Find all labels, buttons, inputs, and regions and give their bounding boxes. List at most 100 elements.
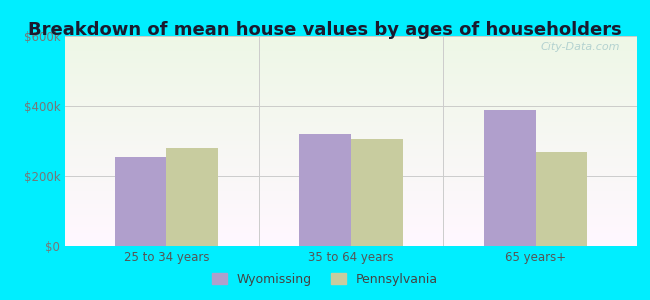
Bar xyxy=(65,110,637,112)
Bar xyxy=(65,107,637,110)
Bar xyxy=(65,158,637,160)
Bar xyxy=(65,103,637,105)
Bar xyxy=(536,152,587,246)
Bar xyxy=(65,196,637,198)
Bar xyxy=(65,116,637,118)
Bar xyxy=(65,80,637,82)
Bar xyxy=(65,233,637,236)
Bar xyxy=(65,53,637,55)
Bar xyxy=(65,177,637,179)
Bar xyxy=(65,149,637,152)
Bar xyxy=(65,38,637,40)
Bar xyxy=(65,152,637,154)
Bar xyxy=(65,170,637,172)
Bar xyxy=(166,148,218,246)
Bar xyxy=(65,229,637,231)
Bar xyxy=(65,65,637,68)
Bar xyxy=(65,42,637,44)
Bar xyxy=(65,183,637,185)
Text: City-Data.com: City-Data.com xyxy=(540,42,620,52)
Bar xyxy=(65,198,637,200)
Bar xyxy=(65,105,637,107)
Bar xyxy=(65,206,637,208)
Bar xyxy=(65,185,637,187)
Bar xyxy=(65,162,637,164)
Bar xyxy=(65,70,637,72)
Bar xyxy=(65,88,637,91)
Bar xyxy=(65,139,637,141)
Bar xyxy=(65,51,637,53)
Bar xyxy=(65,49,637,51)
Bar xyxy=(65,181,637,183)
Bar xyxy=(65,223,637,225)
Bar xyxy=(65,154,637,156)
Bar xyxy=(65,95,637,97)
Bar xyxy=(65,166,637,168)
Bar xyxy=(65,194,637,196)
Bar xyxy=(65,122,637,124)
Bar xyxy=(65,135,637,137)
Bar xyxy=(65,55,637,57)
Bar xyxy=(65,59,637,61)
Bar xyxy=(65,72,637,74)
Bar xyxy=(65,97,637,99)
Bar xyxy=(65,210,637,212)
Bar xyxy=(65,78,637,80)
Bar xyxy=(65,219,637,221)
Bar xyxy=(65,244,637,246)
Bar xyxy=(65,156,637,158)
Bar xyxy=(65,82,637,84)
Bar xyxy=(484,110,536,246)
Bar xyxy=(65,168,637,170)
Bar xyxy=(65,124,637,126)
Bar xyxy=(65,208,637,210)
Bar xyxy=(65,93,637,95)
Bar xyxy=(65,128,637,130)
Bar xyxy=(65,74,637,76)
Bar xyxy=(65,130,637,133)
Bar xyxy=(65,101,637,103)
Bar xyxy=(65,137,637,139)
Bar xyxy=(65,76,637,78)
Legend: Wyomissing, Pennsylvania: Wyomissing, Pennsylvania xyxy=(207,268,443,291)
Bar xyxy=(65,99,637,101)
Bar xyxy=(65,179,637,181)
Bar xyxy=(65,61,637,63)
Bar xyxy=(65,36,637,38)
Bar xyxy=(65,84,637,86)
Bar xyxy=(65,118,637,120)
Text: Breakdown of mean house values by ages of householders: Breakdown of mean house values by ages o… xyxy=(28,21,622,39)
Bar xyxy=(65,172,637,175)
Bar xyxy=(65,202,637,204)
Bar xyxy=(65,143,637,145)
Bar xyxy=(65,212,637,214)
Bar xyxy=(65,160,637,162)
Bar xyxy=(65,204,637,206)
Bar xyxy=(65,133,637,135)
Bar xyxy=(65,225,637,227)
Bar xyxy=(65,114,637,116)
Bar xyxy=(65,44,637,46)
Bar xyxy=(65,236,637,238)
Bar xyxy=(65,57,637,59)
Bar xyxy=(115,157,166,246)
Bar xyxy=(65,189,637,191)
Bar xyxy=(65,221,637,223)
Bar xyxy=(65,187,637,189)
Bar xyxy=(65,217,637,219)
Bar xyxy=(65,175,637,177)
Bar xyxy=(65,141,637,143)
Bar xyxy=(65,164,637,166)
Bar xyxy=(65,227,637,229)
Bar xyxy=(351,139,402,246)
Bar xyxy=(65,191,637,194)
Bar xyxy=(65,240,637,242)
Bar xyxy=(65,214,637,217)
Bar xyxy=(65,242,637,244)
Bar xyxy=(65,63,637,65)
Bar xyxy=(65,145,637,147)
Bar xyxy=(65,147,637,149)
Bar xyxy=(65,126,637,128)
Bar xyxy=(65,40,637,42)
Bar xyxy=(65,120,637,122)
